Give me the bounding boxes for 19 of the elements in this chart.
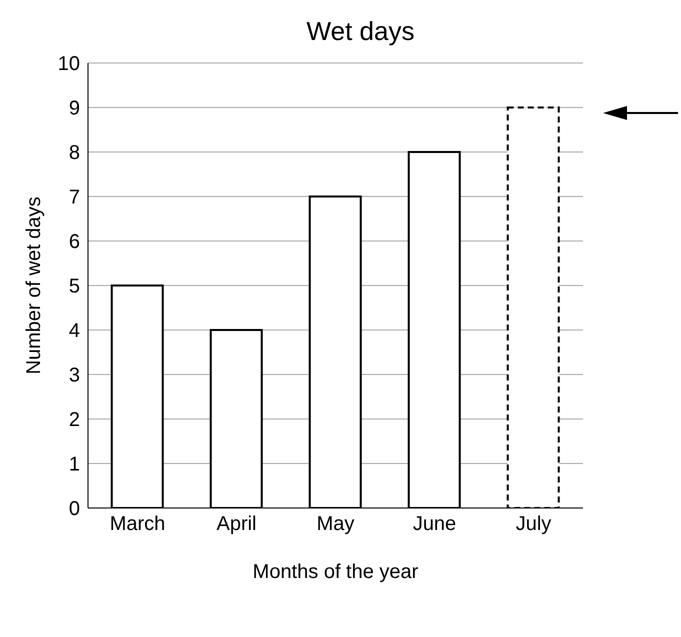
y-tick-label: 7 [68, 186, 80, 209]
y-axis-title: Number of wet days [23, 196, 46, 374]
y-tick-label: 1 [68, 454, 80, 476]
y-tick-label: 9 [68, 98, 80, 120]
x-tick-label: March [110, 513, 166, 536]
y-tick-label: 0 [68, 498, 80, 520]
x-axis-title: Months of the year [252, 561, 419, 583]
y-tick-label: 6 [68, 231, 80, 254]
chart-title: Wet days [306, 16, 416, 47]
x-tick-label: June [412, 513, 456, 536]
y-tick-label: 10 [58, 53, 80, 76]
y-tick-label: 8 [68, 142, 80, 164]
y-tick-label: 5 [68, 276, 80, 298]
x-tick-label: April [216, 513, 257, 536]
x-tick-label: July [516, 513, 552, 536]
y-tick-label: 3 [68, 364, 80, 387]
y-tick-label: 4 [68, 320, 80, 342]
y-tick-label: 2 [68, 409, 80, 432]
x-tick-label: May [316, 513, 354, 536]
